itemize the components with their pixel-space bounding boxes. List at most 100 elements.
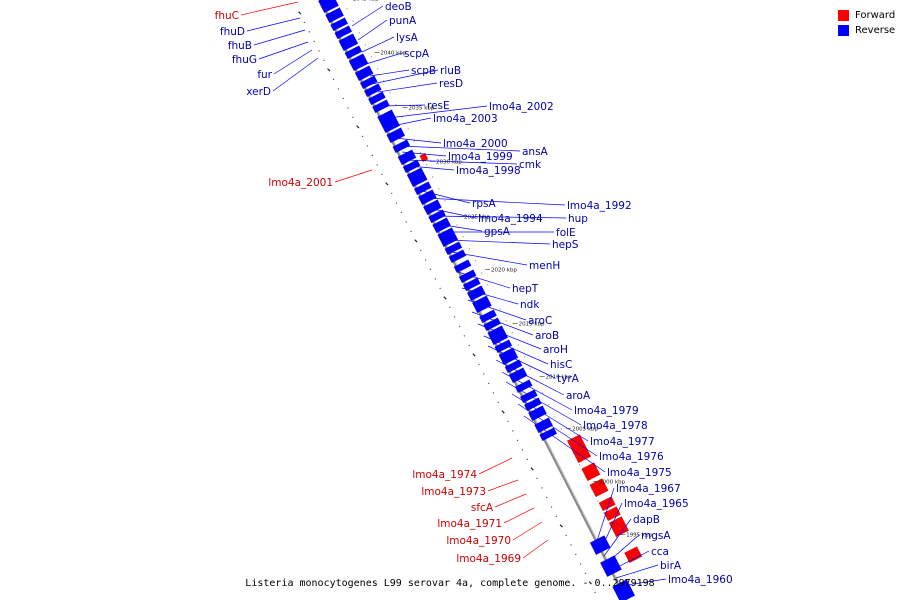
gene-label-fhug[interactable]: fhuG: [232, 54, 257, 66]
leader-line: [273, 49, 313, 75]
gene-label-fole[interactable]: folE: [556, 227, 576, 239]
guide-dot: [391, 192, 393, 195]
reverse-gene-block-face: [372, 97, 391, 107]
tick-label: 2010 kbp: [546, 374, 572, 380]
gene-label-puna[interactable]: punA: [389, 15, 417, 27]
leader-line: [501, 371, 573, 411]
gene-label-cca[interactable]: cca: [651, 546, 669, 558]
reverse-gene-block: [386, 127, 406, 144]
gene-label-lmo4a_2000[interactable]: lmo4a_2000: [443, 138, 508, 150]
reverse-gene-block-face: [590, 533, 609, 543]
tick-label: 2025 kbp: [464, 214, 490, 220]
gene-label-lmo4a_1979[interactable]: lmo4a_1979: [574, 405, 639, 417]
guide-dot: [565, 534, 567, 537]
gene-label-tyra[interactable]: tyrA: [557, 373, 580, 385]
gene-label-aroh[interactable]: aroH: [543, 344, 568, 356]
label-leaders: [240, 1, 667, 587]
gene-label-resd[interactable]: resD: [439, 78, 463, 90]
gene-label-lmo4a_1970[interactable]: lmo4a_1970: [446, 535, 511, 547]
gene-label-aroc[interactable]: aroC: [528, 315, 552, 327]
leader-line: [477, 323, 542, 350]
gene-label-rpsa[interactable]: rpsA: [472, 198, 496, 210]
tick-label: 2045 kbp: [353, 0, 379, 2]
reverse-gene-block-face: [534, 415, 553, 425]
gene-label-lmo4a_1975[interactable]: lmo4a_1975: [607, 467, 672, 479]
leader-line: [599, 502, 623, 553]
gene-label-arob[interactable]: aroB: [535, 330, 559, 342]
gene-label-lmo4a_1971[interactable]: lmo4a_1971: [437, 518, 502, 530]
reverse-gene-block: [508, 367, 528, 384]
reverse-gene-block-face: [444, 239, 463, 249]
gene-label-lmo4a_1999[interactable]: lmo4a_1999: [448, 151, 513, 163]
forward-gene-block: [589, 478, 609, 498]
reverse-gene-block-face: [504, 357, 524, 367]
gene-label-mgsa[interactable]: mgsA: [641, 530, 671, 542]
guide-dot: [523, 356, 526, 358]
guide-dot: [487, 284, 489, 286]
gene-label-sfca[interactable]: sfcA: [471, 502, 494, 514]
gene-label-lmo4a_1974[interactable]: lmo4a_1974: [412, 469, 477, 481]
gene-label-cmk[interactable]: cmk: [519, 159, 542, 171]
gene-label-scpb[interactable]: scpB: [411, 65, 436, 77]
gene-label-fhud[interactable]: fhuD: [220, 26, 245, 38]
leader-line: [461, 287, 519, 305]
gene-label-bira[interactable]: birA: [660, 560, 682, 572]
genome-caption: Listeria monocytogenes L99 serovar 4a, c…: [245, 578, 655, 589]
gene-label-lmo4a_1998[interactable]: lmo4a_1998: [456, 165, 521, 177]
gene-label-xerd[interactable]: xerD: [246, 86, 271, 98]
guide-dot: [425, 164, 428, 166]
gene-label-lmo4a_1965[interactable]: lmo4a_1965: [624, 498, 689, 510]
gene-label-lmo4a_2003[interactable]: lmo4a_2003: [433, 113, 498, 125]
reverse-gene-block-face: [348, 51, 368, 61]
leader-line: [401, 151, 447, 157]
gene-label-rese[interactable]: resE: [427, 100, 450, 112]
gene-label-lmo4a_2001[interactable]: lmo4a_2001: [268, 177, 333, 189]
gene-label-lmo4a_1969[interactable]: lmo4a_1969: [456, 553, 521, 565]
gene-label-lmo4a_1960[interactable]: lmo4a_1960: [668, 574, 733, 586]
guide-dot: [478, 363, 480, 366]
gene-label-scpa[interactable]: scpA: [404, 48, 430, 60]
reverse-gene-block-face: [344, 43, 364, 53]
forward-gene-block-face: [419, 151, 430, 156]
gene-label-lmo4a_1976[interactable]: lmo4a_1976: [599, 451, 664, 463]
guide-dot: [395, 104, 397, 106]
leader-line: [483, 335, 549, 365]
guide-dot: [483, 373, 485, 375]
gene-label-hup[interactable]: hup: [568, 213, 588, 225]
reverse-gene-block-face: [494, 337, 513, 347]
gene-label-dapb[interactable]: dapB: [633, 514, 660, 526]
gene-label-fhub[interactable]: fhuB: [228, 40, 252, 52]
reverse-gene-block: [539, 427, 558, 442]
guide-dot: [420, 249, 422, 252]
guide-dot: [526, 458, 529, 461]
gene-label-fhuc[interactable]: fhuC: [215, 10, 239, 22]
gene-label-menh[interactable]: menH: [529, 260, 560, 272]
gene-label-lysa[interactable]: lysA: [396, 32, 419, 44]
gene-label-lmo4a_1992[interactable]: lmo4a_1992: [567, 200, 632, 212]
gene-label-lmo4a_1994[interactable]: lmo4a_1994: [478, 213, 543, 225]
gene-label-ansa[interactable]: ansA: [522, 146, 549, 158]
gene-label-rlub[interactable]: rluB: [440, 65, 461, 77]
gene-label-hisc[interactable]: hisC: [550, 359, 572, 371]
gene-label-gpsa[interactable]: gpsA: [484, 226, 511, 238]
reverse-gene-block-face: [428, 207, 447, 217]
gene-label-heps[interactable]: hepS: [552, 239, 579, 251]
guide-dot: [555, 515, 558, 518]
guide-dot: [462, 236, 464, 238]
reverse-gene-block-face: [498, 345, 518, 355]
reverse-gene-block-face: [600, 553, 619, 563]
gene-label-hept[interactable]: hepT: [512, 283, 539, 295]
guide-dot: [536, 477, 538, 480]
gene-label-lmo4a_1967[interactable]: lmo4a_1967: [616, 483, 681, 495]
gene-label-lmo4a_1978[interactable]: lmo4a_1978: [583, 420, 648, 432]
gene-label-lmo4a_1977[interactable]: lmo4a_1977: [590, 436, 655, 448]
gene-label-deob[interactable]: deoB: [385, 1, 412, 13]
guide-dot: [419, 152, 422, 154]
guide-dot: [521, 449, 524, 451]
leader-line: [503, 507, 535, 524]
gene-label-fur[interactable]: fur: [257, 69, 272, 81]
gene-label-ndk[interactable]: ndk: [520, 299, 540, 311]
gene-label-lmo4a_1973[interactable]: lmo4a_1973: [421, 486, 486, 498]
gene-label-lmo4a_2002[interactable]: lmo4a_2002: [489, 101, 554, 113]
gene-label-aroa[interactable]: aroA: [566, 390, 591, 402]
